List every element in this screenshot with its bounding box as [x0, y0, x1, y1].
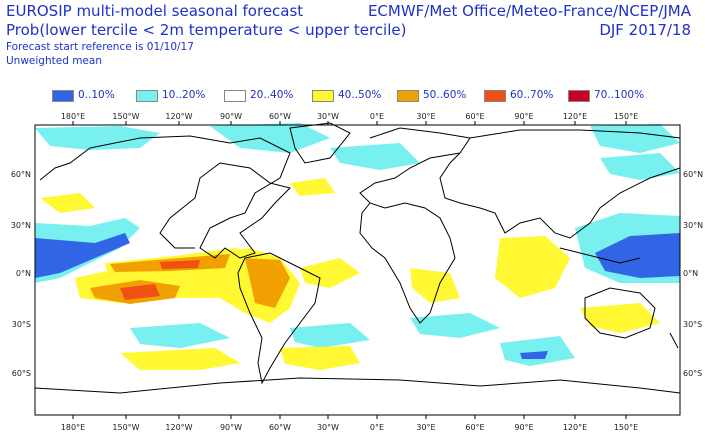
lon-tick-label: 180°E [61, 112, 85, 121]
lon-tick-label: 60°W [269, 423, 291, 432]
map-frame [34, 124, 681, 416]
legend-swatch [484, 90, 506, 102]
world-map: 180°E 150°W 120°W 90°W 60°W 30°W 0°E 30°… [11, 112, 703, 432]
legend-label: 40..50% [338, 89, 382, 101]
blue-area [595, 233, 680, 278]
legend-label: 10..20% [162, 89, 206, 101]
yellow-area [290, 178, 335, 196]
lat-tick-label: 0°N [16, 269, 31, 278]
legend-swatch [397, 90, 419, 102]
cyan-area [210, 123, 330, 153]
lon-tick-label: 0°E [370, 112, 384, 121]
lat-tick-label: 0°N [683, 269, 698, 278]
lon-tick-label: 120°E [563, 112, 587, 121]
lat-tick-label: 30°N [11, 221, 31, 230]
map-subtitle: Prob(lower tercile < 2m temperature < up… [6, 21, 407, 39]
orange-area [245, 258, 290, 308]
legend-swatch [224, 90, 246, 102]
lat-tick-label: 30°N [683, 221, 703, 230]
lon-tick-label: 60°E [465, 112, 484, 121]
legend-swatch [312, 90, 334, 102]
lon-tick-label: 120°E [563, 423, 587, 432]
probability-shading [35, 123, 680, 370]
centres-label: ECMWF/Met Office/Meteo-France/NCEP/JMA [367, 2, 691, 20]
lon-tick-label: 60°W [269, 112, 291, 121]
legend-swatch [52, 90, 74, 102]
tick-marks [72, 121, 627, 419]
lon-tick-label: 150°W [112, 112, 139, 121]
lon-tick-label: 150°E [614, 112, 638, 121]
season-label: DJF 2017/18 [599, 21, 691, 39]
lon-tick-label: 30°E [416, 112, 435, 121]
legend-label: 70..100% [594, 89, 645, 101]
legend-label: 60..70% [510, 89, 554, 101]
lon-tick-label: 180°E [61, 423, 85, 432]
lat-tick-label: 60°S [683, 369, 702, 378]
cyan-area [290, 323, 370, 348]
coastlines [34, 122, 681, 394]
red-orange-area [160, 260, 200, 269]
lat-tick-label: 30°S [683, 320, 702, 329]
cyan-area [590, 124, 680, 153]
lon-tick-label: 60°E [465, 423, 484, 432]
lat-tick-label: 60°N [11, 170, 31, 179]
blue-area [520, 351, 548, 359]
lat-tick-label: 30°S [12, 320, 31, 329]
cyan-area [330, 143, 420, 170]
lon-tick-label: 120°W [165, 423, 192, 432]
yellow-area [410, 268, 460, 303]
lon-tick-label: 90°W [220, 112, 242, 121]
lon-tick-label: 150°W [112, 423, 139, 432]
red-orange-area [120, 284, 160, 300]
lon-tick-label: 150°E [614, 423, 638, 432]
yellow-area [300, 258, 360, 288]
probability-legend: 0..10% 10..20% 20..40% 40..50% 50..60% 6… [0, 89, 705, 103]
lon-tick-label: 120°W [165, 112, 192, 121]
lon-tick-label: 30°W [317, 423, 339, 432]
cyan-area [600, 153, 680, 180]
lon-tick-label: 90°E [514, 112, 533, 121]
legend-label: 0..10% [78, 89, 115, 101]
yellow-area [40, 193, 95, 213]
forecast-start-reference: Forecast start reference is 01/10/17 [6, 41, 194, 53]
cyan-area [35, 126, 160, 150]
lat-tick-label: 60°S [12, 369, 31, 378]
lon-tick-label: 0°E [370, 423, 384, 432]
lon-tick-label: 90°W [220, 423, 242, 432]
lon-tick-label: 90°E [514, 423, 533, 432]
legend-label: 50..60% [423, 89, 467, 101]
yellow-area [120, 348, 240, 370]
cyan-area [410, 313, 500, 338]
legend-label: 20..40% [250, 89, 294, 101]
cyan-area [130, 323, 230, 348]
lon-tick-label: 30°W [317, 112, 339, 121]
weighting-note: Unweighted mean [6, 55, 102, 67]
lat-tick-label: 60°N [683, 170, 703, 179]
yellow-area [495, 236, 570, 298]
legend-swatch [136, 90, 158, 102]
legend-swatch [568, 90, 590, 102]
yellow-area [580, 303, 660, 333]
yellow-area [280, 346, 360, 370]
blue-area [35, 233, 130, 278]
map-title: EUROSIP multi-model seasonal forecast [6, 2, 304, 20]
lon-tick-label: 30°E [416, 423, 435, 432]
cyan-area [500, 336, 575, 366]
